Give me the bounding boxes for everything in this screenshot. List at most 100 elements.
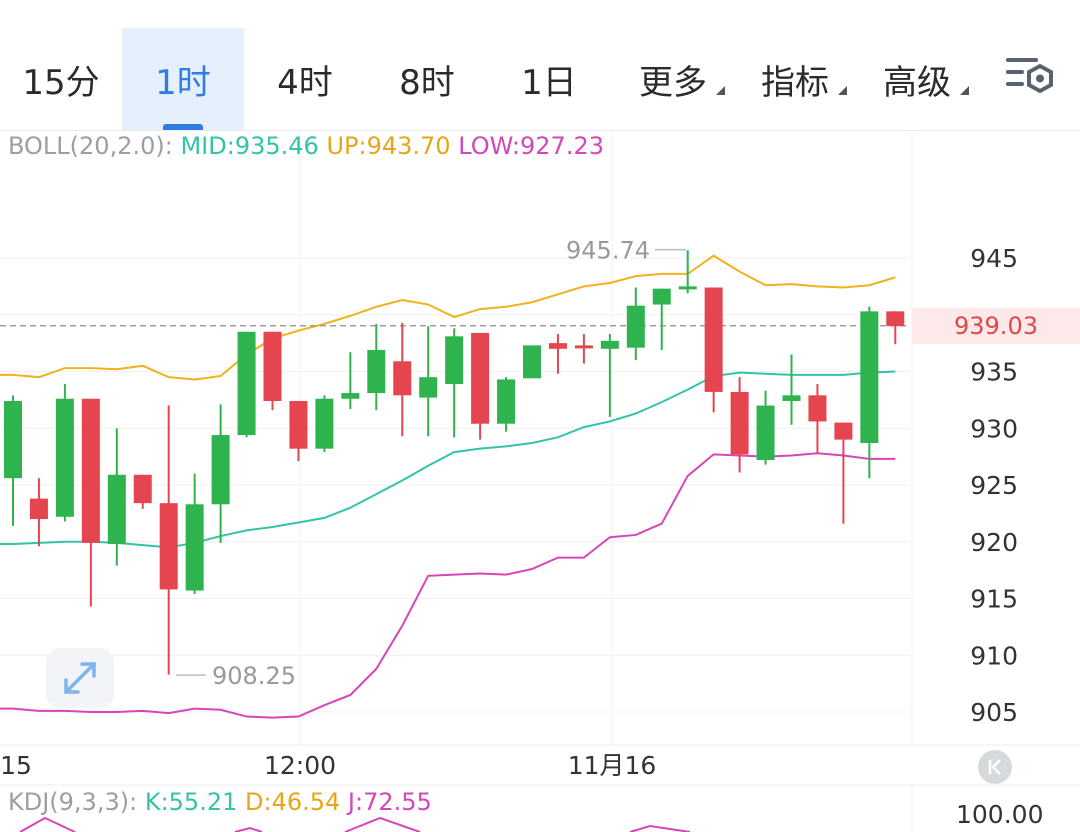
- boll-mid-line: [0, 370, 896, 549]
- candle: [185, 473, 204, 594]
- candle: [782, 354, 801, 425]
- kdj-legend: KDJ(9,3,3): K:55.21 D:46.54 J:72.55: [8, 788, 432, 816]
- candle-body: [886, 311, 905, 327]
- chart-settings-icon[interactable]: [1000, 52, 1060, 102]
- candle: [626, 287, 645, 361]
- dropdown-caret-icon: [838, 86, 847, 95]
- candle-body: [548, 343, 567, 349]
- candle-body: [159, 503, 178, 590]
- low-price-label: 908.25: [212, 662, 296, 690]
- candle-body: [730, 391, 749, 455]
- candle: [471, 332, 490, 440]
- candle: [756, 390, 775, 465]
- kdj-name: KDJ(9,3,3):: [8, 788, 138, 816]
- kdj-k: K:55.21: [144, 788, 238, 816]
- candle-body: [211, 435, 230, 505]
- candle-body: [574, 345, 593, 349]
- tab-label: 8时: [399, 62, 455, 103]
- candle: [523, 345, 541, 379]
- tab-label: 1时: [155, 62, 211, 103]
- candle-body: [289, 401, 308, 449]
- candle-body: [652, 288, 671, 305]
- candle-body: [393, 361, 412, 396]
- candle: [704, 287, 723, 413]
- y-tick-label: 935: [970, 358, 1018, 387]
- candle-body: [263, 331, 282, 402]
- candle: [497, 377, 516, 432]
- x-tick-label: 15: [0, 751, 32, 780]
- kdj-j-line: [234, 826, 263, 832]
- candle-body: [185, 504, 204, 591]
- candle: [834, 422, 853, 524]
- candle: [419, 326, 438, 437]
- y-tick-label: 945: [970, 244, 1018, 273]
- y-tick-label: 905: [970, 698, 1018, 727]
- candle: [81, 398, 100, 607]
- tab-1h[interactable]: 1时: [122, 28, 244, 130]
- boll-low: LOW:927.23: [458, 132, 604, 160]
- kdj-j: J:72.55: [347, 788, 432, 816]
- candle-body: [107, 474, 126, 545]
- candle: [211, 404, 230, 543]
- candle-body: [678, 286, 697, 290]
- candle: [548, 334, 567, 374]
- dropdown-caret-icon: [960, 86, 969, 95]
- candle-body: [341, 393, 360, 399]
- tab-15min[interactable]: 15分: [0, 28, 122, 130]
- dropdown-caret-icon: [716, 86, 725, 95]
- candle-body: [782, 395, 801, 402]
- candle: [289, 401, 308, 462]
- boll-name: BOLL(20,2.0):: [8, 132, 173, 160]
- candle-body: [133, 474, 152, 504]
- candle-body: [445, 336, 464, 384]
- candle-body: [834, 422, 853, 440]
- tab-1d[interactable]: 1日: [488, 28, 610, 130]
- candle-body: [808, 395, 827, 422]
- y-tick-label: 930: [970, 414, 1018, 443]
- candle: [55, 383, 74, 522]
- boll-legend: BOLL(20,2.0): MID:935.46 UP:943.70 LOW:9…: [8, 132, 604, 160]
- candle-body: [471, 332, 490, 424]
- candle-body: [626, 305, 645, 348]
- candle-body: [860, 311, 879, 444]
- collapse-left-icon[interactable]: [978, 750, 1012, 784]
- candle-body: [600, 340, 619, 349]
- tab-label: 更多: [639, 62, 707, 103]
- candle: [107, 428, 126, 566]
- expand-arrows-icon[interactable]: [46, 648, 114, 708]
- candle-body: [523, 345, 541, 379]
- kdj-j-line: [344, 816, 421, 832]
- candle: [574, 334, 593, 364]
- candle: [393, 322, 412, 437]
- candle: [652, 288, 671, 350]
- tabs-divider: [0, 130, 1080, 131]
- tab-more[interactable]: 更多: [612, 28, 734, 130]
- last-price: 939.03: [954, 312, 1038, 340]
- x-tick-label: 12:00: [264, 751, 336, 780]
- candle: [133, 474, 152, 509]
- tab-label: 指标: [761, 62, 829, 103]
- kdj-j-line: [19, 816, 76, 832]
- candle: [445, 328, 464, 438]
- tab-advanced[interactable]: 高级: [856, 28, 978, 130]
- tab-label: 4时: [277, 62, 333, 103]
- tab-8h[interactable]: 8时: [366, 28, 488, 130]
- candle-body: [315, 398, 334, 449]
- candle: [860, 306, 879, 479]
- kdj-axis-label: 100.00: [956, 800, 1044, 829]
- tab-indicators[interactable]: 指标: [734, 28, 856, 130]
- candle-body: [4, 401, 22, 479]
- boll-up: UP:943.70: [326, 132, 451, 160]
- timeframe-tabs: 15分 1时 4时 8时 1日 更多 指标 高级: [0, 0, 1080, 130]
- candle-body: [419, 377, 438, 398]
- x-tick-label: 11月16: [568, 751, 657, 780]
- candle: [600, 334, 619, 417]
- y-tick-label: 915: [970, 585, 1018, 614]
- candle: [315, 395, 334, 453]
- candle-body: [81, 398, 100, 543]
- candle-body: [29, 498, 48, 520]
- tab-4h[interactable]: 4时: [244, 28, 366, 130]
- candle: [237, 331, 256, 438]
- candle: [808, 383, 827, 454]
